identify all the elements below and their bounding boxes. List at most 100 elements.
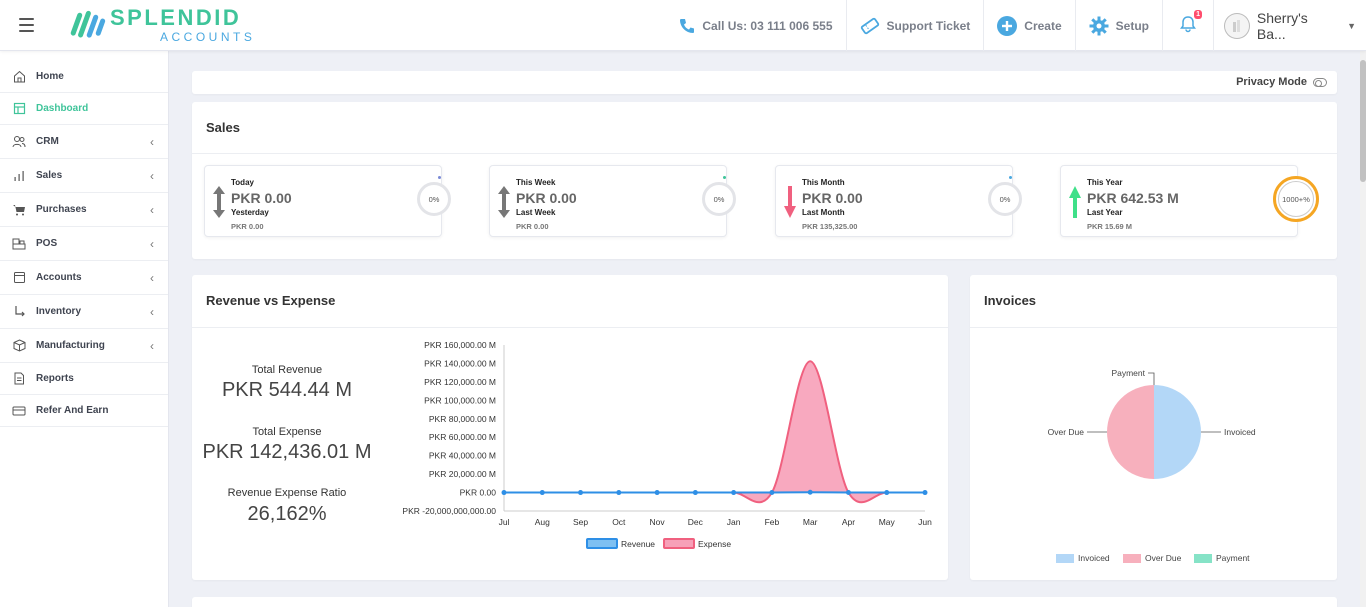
sidebar-item-label: Inventory [36, 306, 82, 317]
building-icon [1232, 19, 1240, 32]
chevron-left-icon: ‹ [150, 270, 154, 285]
ratio-value: 26,162% [247, 503, 327, 525]
sidebar-item-crm[interactable]: CRM ‹ [0, 125, 168, 159]
sidebar-item-label: Manufacturing [36, 340, 105, 351]
x-tick-label: Jan [727, 517, 741, 527]
pie-label: Payment [1111, 368, 1145, 378]
create-button[interactable]: Create [983, 0, 1074, 51]
x-tick-label: Aug [535, 517, 550, 527]
chevron-left-icon: ‹ [150, 202, 154, 217]
sales-card: Sales Today PKR 0.00 Yesterday PKR 0.00 … [192, 102, 1337, 259]
top-bar: SPLENDID ACCOUNTS Call Us: 03 111 006 55… [0, 0, 1366, 51]
support-ticket-button[interactable]: Support Ticket [845, 0, 984, 51]
sidebar-item-purchases[interactable]: Purchases ‹ [0, 193, 168, 227]
x-tick-label: Jul [499, 517, 510, 527]
chevron-left-icon: ‹ [150, 168, 154, 183]
revenue-point [884, 490, 890, 496]
stat-label: Today [231, 178, 254, 187]
revenue-point [578, 490, 584, 496]
invoices-title: Invoices [984, 293, 1037, 308]
x-tick-label: Jun [918, 517, 932, 527]
privacy-mode-label: Privacy Mode [1236, 76, 1307, 88]
phone-icon [680, 18, 695, 33]
stat-value: PKR 0.00 [516, 190, 577, 206]
expense-line [504, 360, 925, 504]
scrollbar-thumb[interactable] [1360, 60, 1366, 182]
avatar [1224, 12, 1250, 39]
percent-ring: 0% [988, 182, 1022, 216]
stat-label: This Week [516, 178, 556, 187]
sidebar-item-inventory[interactable]: Inventory ‹ [0, 295, 168, 329]
user-menu[interactable]: Sherry's Ba... ▼ [1213, 0, 1366, 51]
stat-value: PKR 642.53 M [1087, 190, 1179, 206]
sales-week-box: This Week PKR 0.00 Last Week PKR 0.00 0% [489, 165, 736, 237]
notification-badge: 1 [1194, 10, 1202, 19]
y-tick-label: PKR -20,000,000,000.00 [402, 506, 496, 516]
chevron-left-icon: ‹ [150, 134, 154, 149]
revenue-point [692, 490, 698, 496]
toggle-switch[interactable] [1313, 77, 1327, 87]
sidebar-item-sales[interactable]: Sales ‹ [0, 159, 168, 193]
pie-legend-swatch [1123, 554, 1141, 563]
pie-slice-invoiced [1154, 385, 1201, 479]
revenue-point [539, 490, 545, 496]
privacy-mode-toggle[interactable]: Privacy Mode [1236, 76, 1327, 88]
chevron-left-icon: ‹ [150, 338, 154, 353]
revenue-point [731, 490, 737, 496]
pie-legend-label: Payment [1216, 553, 1250, 563]
y-tick-label: PKR 140,000.00 M [424, 358, 496, 368]
sidebar-item-label: Sales [36, 170, 63, 181]
ticket-icon [860, 17, 879, 34]
y-tick-label: PKR 100,000.00 M [424, 395, 496, 405]
sidebar-item-accounts[interactable]: Accounts ‹ [0, 261, 168, 295]
stat-prev-value: PKR 0.00 [516, 222, 549, 231]
percent-ring-value: 1000+% [1278, 181, 1314, 217]
sidebar-item-refer-and-earn[interactable]: Refer And Earn [0, 395, 168, 427]
pie-slice-over-due [1107, 385, 1154, 479]
bell-icon [1180, 16, 1196, 33]
sidebar-item-label: Dashboard [36, 103, 89, 114]
notifications-button[interactable]: 1 [1162, 0, 1213, 51]
brand-logo[interactable]: SPLENDID ACCOUNTS [70, 0, 255, 51]
revenue-expense-card: Revenue vs Expense Total Revenue PKR 544… [192, 275, 948, 580]
pie-label: Over Due [1048, 427, 1085, 437]
up-arrow-icon [1069, 186, 1081, 218]
x-tick-label: May [879, 517, 896, 527]
revenue-point [807, 489, 813, 495]
setup-button[interactable]: Setup [1074, 0, 1162, 51]
brand-subtitle: ACCOUNTS [160, 30, 256, 44]
down-arrow-icon [784, 186, 796, 218]
sales-title: Sales [206, 120, 240, 135]
cart-icon [12, 203, 26, 217]
plus-circle-icon [997, 15, 1018, 36]
sidebar-item-label: Accounts [36, 272, 82, 283]
revenue-expense-title: Revenue vs Expense [206, 293, 336, 308]
y-tick-label: PKR 20,000.00 M [429, 469, 496, 479]
sidebar-item-manufacturing[interactable]: Manufacturing ‹ [0, 329, 168, 363]
invoices-card: Invoices Invoiced Over Due Payment Invoiced… [970, 275, 1337, 580]
stat-label: This Year [1087, 178, 1123, 187]
y-tick-label: PKR 40,000.00 M [429, 451, 496, 461]
inventory-icon [12, 305, 26, 319]
expense-area [504, 361, 925, 503]
x-tick-label: Oct [612, 517, 626, 527]
sales-year-box: This Year PKR 642.53 M Last Year PKR 15.… [1060, 165, 1319, 237]
percent-ring: 0% [417, 182, 451, 216]
sidebar-item-reports[interactable]: Reports [0, 363, 168, 395]
sidebar-item-label: POS [36, 238, 58, 249]
sidebar-item-home[interactable]: Home [0, 61, 168, 93]
sidebar-item-dashboard[interactable]: Dashboard [0, 93, 168, 125]
invoices-pie-chart: Invoiced Over Due Payment Invoiced Over Due P… [1048, 368, 1256, 563]
y-tick-label: PKR 80,000.00 M [429, 414, 496, 424]
stat-prev-value: PKR 135,325.00 [802, 222, 858, 231]
revenue-point [845, 489, 851, 495]
pie-legend-swatch [1056, 554, 1074, 563]
support-ticket-label: Support Ticket [886, 18, 971, 33]
user-name: Sherry's Ba... [1256, 9, 1308, 42]
dashboard-icon [12, 102, 26, 116]
scrollbar[interactable] [1360, 51, 1366, 607]
sidebar-item-pos[interactable]: POS ‹ [0, 227, 168, 261]
menu-toggle-button[interactable] [0, 0, 52, 51]
call-us-link[interactable]: Call Us: 03 111 006 555 [666, 0, 845, 51]
stat-prev-label: Yesterday [231, 208, 269, 217]
